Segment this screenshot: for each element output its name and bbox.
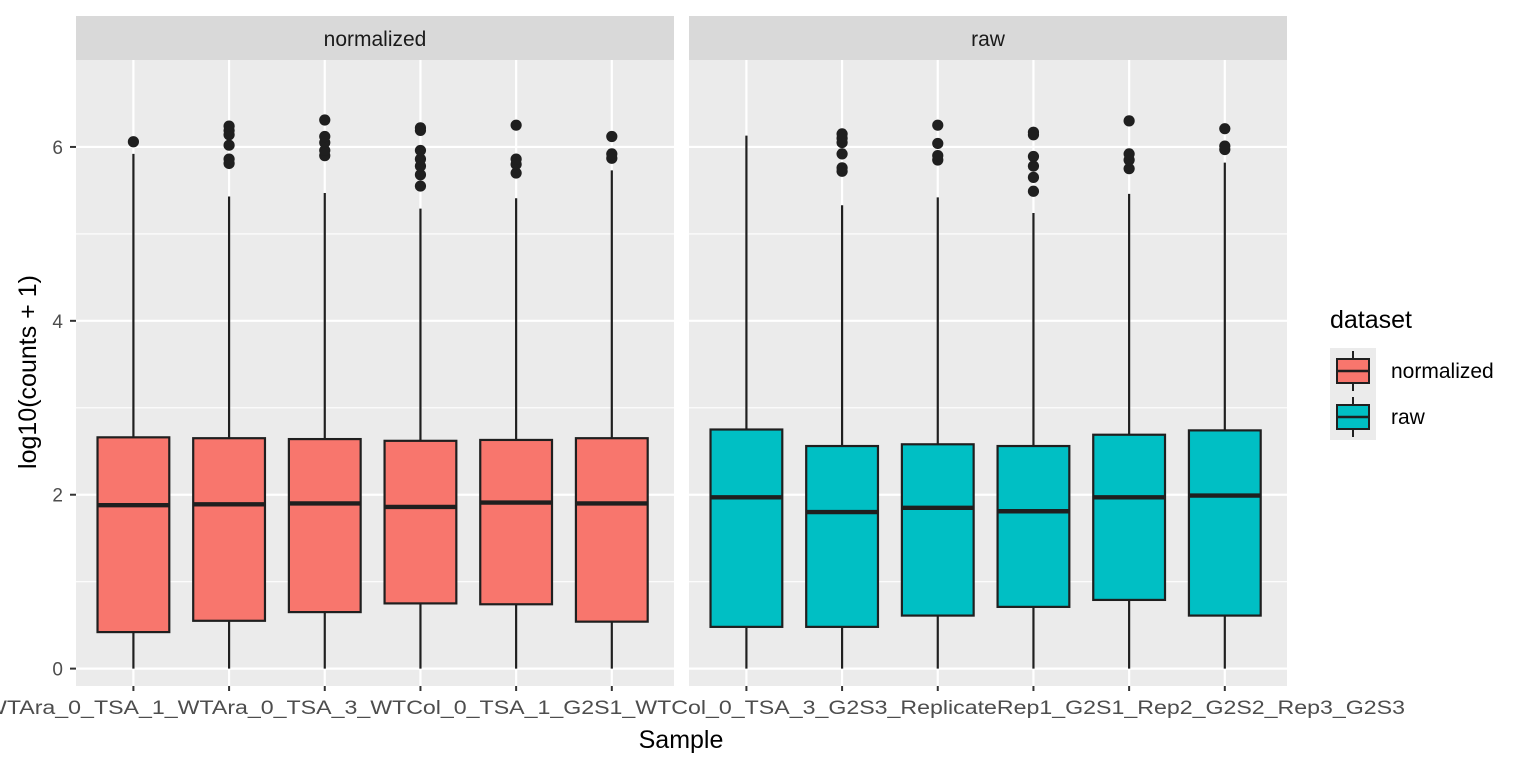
- y-tick-label: 2: [52, 486, 63, 507]
- outlier-point: [1219, 140, 1231, 152]
- box-body: [96, 436, 171, 634]
- outlier-point: [414, 169, 427, 181]
- facet-strip-label: normalized: [324, 28, 427, 51]
- outlier-point: [510, 153, 522, 165]
- outlier-point: [606, 148, 618, 160]
- outlier-point: [319, 114, 331, 126]
- box-body: [192, 437, 267, 622]
- outlier-point: [223, 139, 235, 151]
- outlier-point: [1027, 185, 1040, 197]
- panel-normalized: normalized: [76, 16, 674, 691]
- outlier-point: [1123, 148, 1135, 160]
- legend-item-raw: raw: [1330, 394, 1426, 440]
- outlier-point: [836, 128, 848, 140]
- box-body: [805, 444, 880, 628]
- outlier-point: [127, 136, 140, 148]
- box-raw-5: [1092, 115, 1167, 691]
- outlier-point: [932, 137, 944, 150]
- outlier-point: [836, 148, 848, 160]
- outlier-point: [223, 120, 235, 132]
- outlier-point: [1219, 123, 1231, 135]
- box-normalized-6: [574, 130, 649, 691]
- box-raw-2: [805, 128, 880, 691]
- outlier-point: [1123, 163, 1135, 175]
- outlier-point: [1027, 171, 1040, 183]
- y-tick-label: 6: [52, 138, 63, 159]
- box-raw-4: [996, 126, 1071, 691]
- y-tick-label: 0: [52, 660, 63, 681]
- outlier-point: [836, 162, 848, 174]
- outlier-point: [1027, 160, 1040, 172]
- box-raw-1: [709, 135, 784, 691]
- facet-strip: [689, 16, 1287, 60]
- outlier-point: [223, 153, 235, 165]
- box-normalized-5: [479, 119, 554, 691]
- box-body: [1187, 429, 1262, 617]
- outlier-point: [414, 153, 427, 165]
- box-normalized-2: [192, 120, 267, 691]
- x-axis-title: Sample: [639, 726, 724, 754]
- legend-item-normalized: normalized: [1330, 348, 1494, 394]
- box-normalized-3: [287, 114, 362, 691]
- panel-raw: raw: [689, 16, 1287, 691]
- facet-strip-label: raw: [971, 28, 1006, 51]
- box-body: [900, 443, 975, 617]
- outlier-point: [414, 122, 427, 134]
- box-body: [1092, 433, 1167, 602]
- box-raw-3: [900, 119, 975, 691]
- outlier-point: [1027, 126, 1040, 138]
- outlier-point: [606, 130, 618, 143]
- box-body: [479, 438, 554, 606]
- box-body: [996, 444, 1071, 608]
- outlier-point: [414, 144, 427, 157]
- facet-strip: [76, 16, 674, 60]
- panels-layer: normalized raw: [76, 16, 1287, 691]
- outlier-point: [1027, 150, 1040, 163]
- box-raw-6: [1187, 123, 1262, 691]
- legend-label: raw: [1391, 406, 1426, 429]
- outlier-point: [319, 130, 331, 143]
- y-tick-label: 4: [52, 312, 63, 333]
- outlier-point: [510, 119, 522, 131]
- outlier-point: [932, 119, 944, 131]
- y-axis-title: log10(counts + 1): [14, 275, 42, 469]
- box-normalized-1: [96, 136, 171, 691]
- box-body: [287, 437, 362, 614]
- y-axis: 0 2 4 6: [52, 138, 76, 681]
- legend-title: dataset: [1330, 306, 1412, 334]
- outlier-point: [319, 144, 331, 157]
- box-normalized-4: [383, 122, 458, 691]
- outlier-point: [414, 180, 427, 192]
- outlier-point: [932, 150, 944, 162]
- box-body: [709, 428, 784, 628]
- legend: dataset normalized raw: [1330, 306, 1494, 440]
- x-tick-labels-overlapping: WTAra_0_TSA_1_WTAra_0_TSA_3_WTCol_0_TSA_…: [0, 698, 1405, 719]
- box-body: [383, 439, 458, 605]
- outlier-point: [510, 167, 522, 179]
- legend-label: normalized: [1391, 360, 1494, 383]
- box-body: [574, 437, 649, 623]
- outlier-point: [1123, 115, 1135, 127]
